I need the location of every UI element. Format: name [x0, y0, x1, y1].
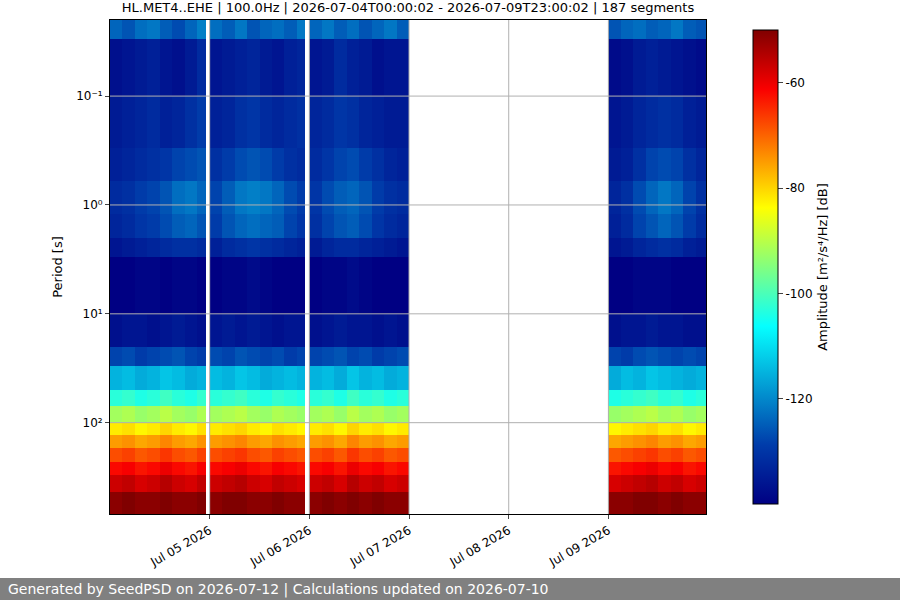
svg-text:-120: -120	[785, 392, 812, 406]
svg-text:-60: -60	[785, 76, 805, 90]
svg-text:10⁰: 10⁰	[83, 198, 103, 212]
svg-text:Jul 06 2026: Jul 06 2026	[247, 523, 314, 570]
svg-text:Jul 07 2026: Jul 07 2026	[347, 523, 414, 570]
svg-text:10¹: 10¹	[83, 307, 103, 321]
svg-text:Amplitude [m²/s⁴/Hz] [dB]: Amplitude [m²/s⁴/Hz] [dB]	[815, 183, 830, 351]
svg-text:Jul 08 2026: Jul 08 2026	[447, 523, 514, 570]
svg-text:10²: 10²	[83, 416, 103, 430]
html-text:Generated by SeedPSD on 2026-0: Generated by SeedPSD on 2026-07-12 | Cal…	[8, 581, 549, 597]
svg-text:Jul 05 2026: Jul 05 2026	[147, 523, 214, 570]
svg-text:HL.MET4..EHE | 100.0Hz | 2026-: HL.MET4..EHE | 100.0Hz | 2026-07-04T00:0…	[122, 0, 695, 15]
svg-text:10⁻¹: 10⁻¹	[76, 89, 103, 103]
svg-text:-100: -100	[785, 287, 812, 301]
svg-text:Jul 09 2026: Jul 09 2026	[546, 523, 613, 570]
svg-text:-80: -80	[785, 181, 805, 195]
svg-text:Period [s]: Period [s]	[50, 236, 65, 298]
